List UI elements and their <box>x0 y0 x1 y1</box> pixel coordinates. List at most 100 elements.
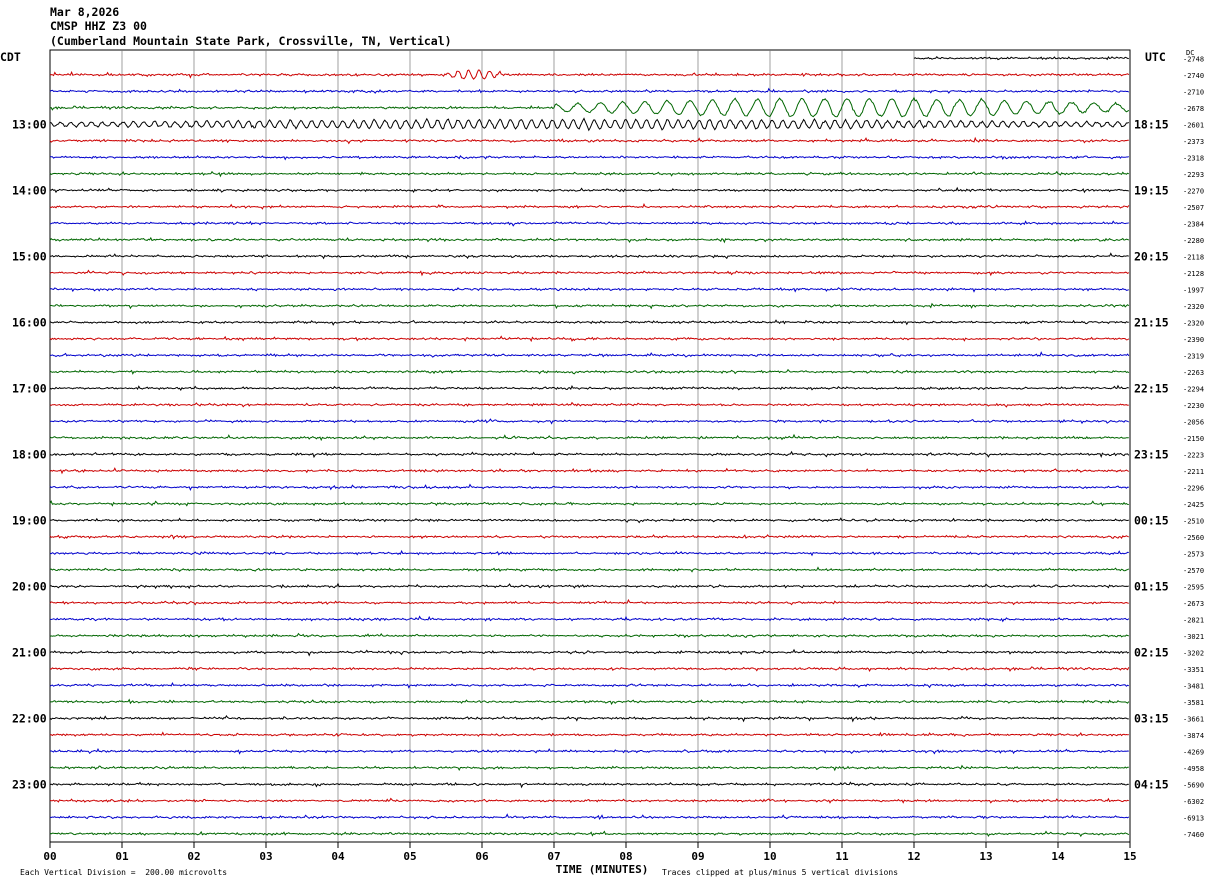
dc-value: -3661 <box>1183 715 1204 723</box>
trace-13 <box>49 269 1130 277</box>
x-tick-label: 08 <box>619 850 632 863</box>
cdt-time-label: 23:00 <box>12 777 47 791</box>
trace-29 <box>49 534 1129 540</box>
dc-value: -2384 <box>1183 220 1204 228</box>
dc-value: -4958 <box>1183 765 1204 773</box>
dc-value: -2150 <box>1183 435 1204 443</box>
trace-19 <box>49 368 1130 375</box>
utc-time-label: 03:15 <box>1134 711 1169 725</box>
x-tick-label: 03 <box>259 850 272 863</box>
utc-time-label: 22:15 <box>1134 381 1169 395</box>
dc-value: -2319 <box>1183 352 1204 360</box>
trace-28 <box>49 517 1129 524</box>
trace-42 <box>49 747 1129 755</box>
dc-value: -2373 <box>1183 138 1204 146</box>
dc-value: -2678 <box>1183 105 1204 113</box>
dc-value: -3581 <box>1183 699 1204 707</box>
dc-value: -2280 <box>1183 237 1204 245</box>
dc-value: -1997 <box>1183 286 1204 294</box>
utc-time-label: 01:15 <box>1134 579 1169 593</box>
x-tick-label: 07 <box>547 850 560 863</box>
trace-24 <box>49 450 1130 459</box>
dc-value: -2560 <box>1183 534 1204 542</box>
trace-27 <box>49 500 1129 507</box>
trace-41 <box>49 731 1129 738</box>
trace-0 <box>913 55 1129 61</box>
trace-3 <box>49 96 1130 118</box>
dc-value: -2425 <box>1183 501 1204 509</box>
utc-time-label: 19:15 <box>1134 183 1169 197</box>
trace-39 <box>49 698 1130 706</box>
trace-5 <box>49 136 1129 145</box>
dc-value: -2821 <box>1183 616 1204 624</box>
trace-11 <box>49 236 1129 244</box>
dc-value: -6913 <box>1183 814 1204 822</box>
dc-value: -7460 <box>1183 831 1204 839</box>
footer-clip: Traces clipped at plus/minus 5 vertical … <box>662 868 899 877</box>
dc-value: -5690 <box>1183 781 1204 789</box>
cdt-time-label: 19:00 <box>12 513 47 527</box>
trace-40 <box>49 715 1129 723</box>
trace-14 <box>49 287 1129 293</box>
trace-25 <box>49 467 1130 475</box>
trace-18 <box>49 351 1130 358</box>
trace-20 <box>49 384 1130 391</box>
trace-38 <box>49 681 1130 689</box>
dc-value: -2270 <box>1183 187 1204 195</box>
cdt-time-label: 16:00 <box>12 315 47 329</box>
cdt-time-label: 14:00 <box>12 183 47 197</box>
x-tick-label: 15 <box>1123 850 1136 863</box>
trace-9 <box>49 202 1130 210</box>
dc-value: -3351 <box>1183 666 1204 674</box>
x-tick-label: 12 <box>907 850 920 863</box>
trace-4 <box>49 117 1130 132</box>
trace-21 <box>49 401 1129 408</box>
dc-value: -2710 <box>1183 88 1204 96</box>
dc-value: -2211 <box>1183 468 1204 476</box>
trace-6 <box>50 155 1129 161</box>
trace-1 <box>49 69 1130 80</box>
trace-15 <box>49 302 1130 310</box>
dc-value: -3481 <box>1183 682 1204 690</box>
x-tick-label: 11 <box>835 850 849 863</box>
trace-23 <box>49 433 1129 442</box>
utc-time-label: 00:15 <box>1134 513 1169 527</box>
x-tick-label: 02 <box>187 850 200 863</box>
dc-value: -2230 <box>1183 402 1204 410</box>
utc-time-label: 02:15 <box>1134 645 1169 659</box>
dc-value: -2740 <box>1183 72 1204 80</box>
dc-value: -2293 <box>1183 171 1204 179</box>
dc-value: -2748 <box>1183 55 1204 63</box>
trace-35 <box>49 632 1129 639</box>
dc-value: -3874 <box>1183 732 1204 740</box>
dc-value: -2294 <box>1183 385 1204 393</box>
trace-43 <box>50 764 1129 772</box>
trace-46 <box>49 813 1130 821</box>
dc-value: -2056 <box>1183 418 1204 426</box>
trace-33 <box>49 598 1129 606</box>
cdt-time-label: 15:00 <box>12 249 47 263</box>
x-tick-label: 06 <box>475 850 489 863</box>
x-axis-label: TIME (MINUTES) <box>556 863 649 876</box>
x-tick-label: 09 <box>691 850 704 863</box>
trace-34 <box>49 615 1130 623</box>
cdt-time-label: 22:00 <box>12 711 47 725</box>
cdt-time-label: 17:00 <box>12 381 47 395</box>
cdt-label: CDT <box>0 50 21 64</box>
dc-value: -2296 <box>1183 484 1204 492</box>
trace-2 <box>49 87 1130 94</box>
dc-value: -2390 <box>1183 336 1204 344</box>
footer-scale: Each Vertical Division = 200.00 microvol… <box>20 868 228 877</box>
trace-45 <box>49 797 1129 804</box>
x-tick-label: 14 <box>1051 850 1065 863</box>
trace-31 <box>49 566 1130 573</box>
dc-value: -6302 <box>1183 798 1204 806</box>
date-label: Mar 8,2026 <box>50 5 120 19</box>
trace-30 <box>49 549 1129 557</box>
utc-time-label: 23:15 <box>1134 447 1169 461</box>
trace-16 <box>49 319 1129 326</box>
cdt-time-label: 13:00 <box>12 117 47 131</box>
utc-label: UTC <box>1145 50 1166 64</box>
trace-17 <box>49 335 1130 343</box>
